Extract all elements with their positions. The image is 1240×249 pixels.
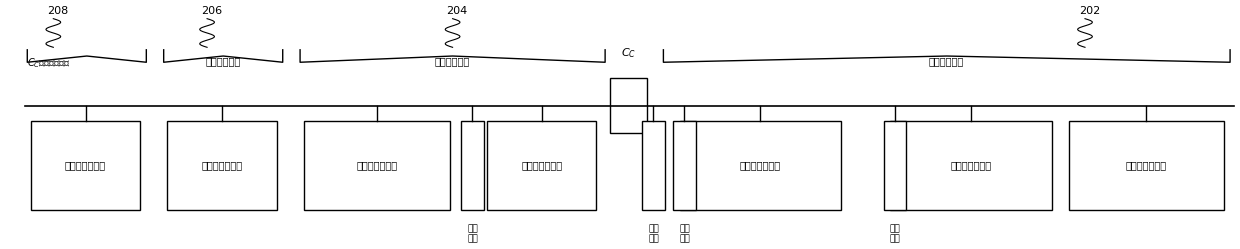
Text: 二进制电容阵列: 二进制电容阵列 — [356, 161, 398, 171]
FancyBboxPatch shape — [304, 121, 450, 210]
Text: 二进制电容阵列: 二进制电容阵列 — [1126, 161, 1167, 171]
Text: 小数电容阵列: 小数电容阵列 — [206, 56, 241, 66]
FancyBboxPatch shape — [673, 121, 696, 210]
Text: 高段电容阵列: 高段电容阵列 — [929, 56, 963, 66]
FancyBboxPatch shape — [642, 121, 665, 210]
Text: 二进制电容阵列: 二进制电容阵列 — [521, 161, 563, 171]
Text: 二进制电容阵列: 二进制电容阵列 — [64, 161, 107, 171]
Text: 202: 202 — [1079, 6, 1100, 16]
Text: 二进制电容阵列: 二进制电容阵列 — [739, 161, 781, 171]
Text: 低段电容阵列: 低段电容阵列 — [435, 56, 470, 66]
FancyBboxPatch shape — [487, 121, 596, 210]
FancyBboxPatch shape — [167, 121, 277, 210]
Text: 204: 204 — [446, 6, 467, 16]
Text: 冗余
电容: 冗余 电容 — [890, 224, 900, 244]
Text: 二进制电容阵列: 二进制电容阵列 — [201, 161, 243, 171]
FancyBboxPatch shape — [610, 78, 647, 133]
FancyBboxPatch shape — [1069, 121, 1224, 210]
FancyBboxPatch shape — [31, 121, 140, 210]
Text: 冗余
电容: 冗余 电容 — [467, 224, 477, 244]
FancyBboxPatch shape — [461, 121, 484, 210]
Text: $C_C$: $C_C$ — [621, 46, 636, 60]
FancyBboxPatch shape — [680, 121, 841, 210]
Text: 208: 208 — [47, 6, 68, 16]
Text: 冗余
电容: 冗余 电容 — [649, 224, 658, 244]
Text: $C_C$校正电容阵列: $C_C$校正电容阵列 — [27, 56, 71, 70]
FancyBboxPatch shape — [884, 121, 906, 210]
FancyBboxPatch shape — [890, 121, 1052, 210]
Text: 冗余
电容: 冗余 电容 — [680, 224, 689, 244]
Text: 二进制电容阵列: 二进制电容阵列 — [950, 161, 992, 171]
Text: 206: 206 — [201, 6, 222, 16]
